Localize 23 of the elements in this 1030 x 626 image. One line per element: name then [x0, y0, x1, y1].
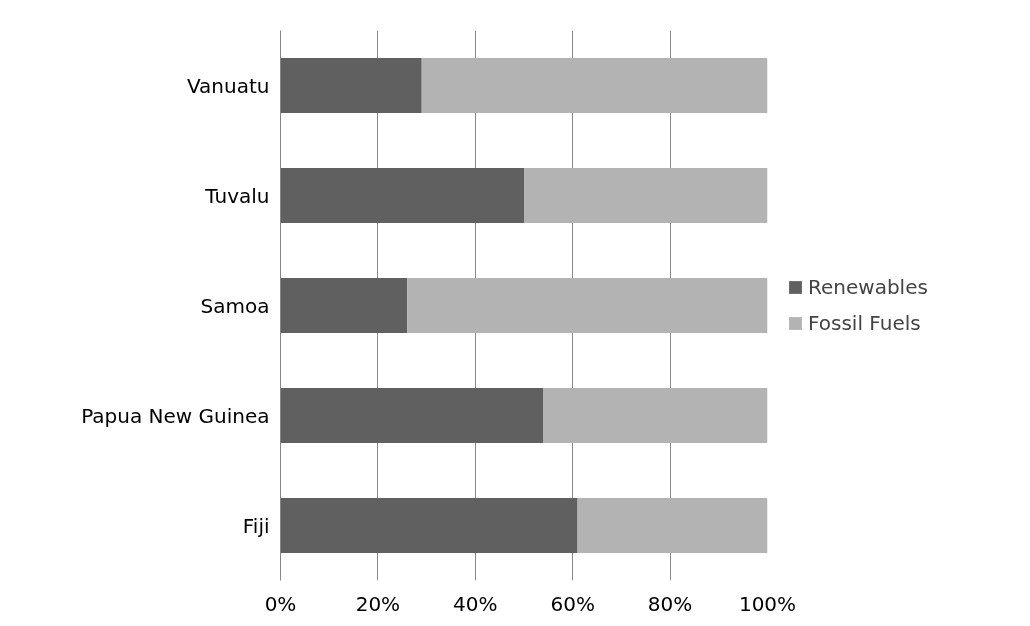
y-tick-label: Tuvalu	[204, 183, 270, 208]
y-tick-label: Vanuatu	[186, 73, 270, 98]
bar	[280, 498, 578, 553]
bar	[280, 278, 408, 333]
y-tick-label: Papua New Guinea	[81, 403, 270, 428]
bar	[577, 498, 768, 553]
legend-label: Renewables	[808, 275, 928, 299]
x-tick-label: 20%	[355, 591, 401, 616]
legend-label: Fossil Fuels	[808, 311, 921, 335]
bar	[543, 388, 768, 443]
bar	[280, 168, 524, 223]
x-tick-label: 60%	[550, 591, 595, 616]
bar	[280, 388, 544, 443]
bar	[280, 58, 422, 113]
bar	[524, 168, 768, 223]
y-tick-label: Fiji	[242, 513, 270, 538]
bar	[407, 278, 768, 333]
x-tick-label: 0%	[264, 591, 297, 616]
bar	[421, 58, 768, 113]
x-tick-label: 40%	[453, 591, 498, 616]
x-tick-label: 80%	[647, 591, 693, 616]
y-tick-label: Samoa	[200, 293, 270, 318]
x-tick-label: 100%	[738, 591, 797, 616]
